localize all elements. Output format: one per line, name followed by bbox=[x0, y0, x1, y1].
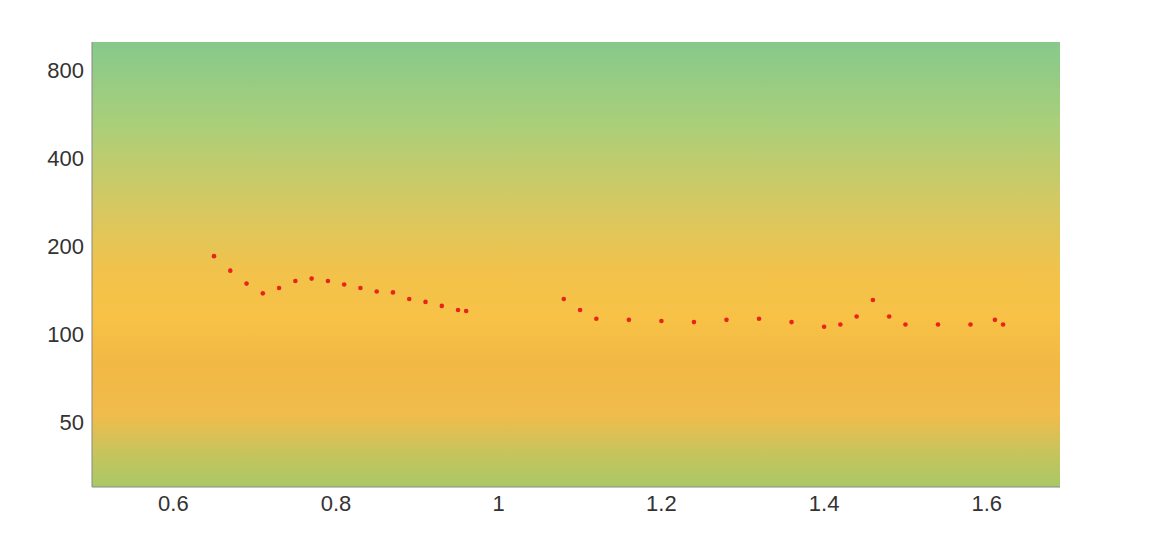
svg-text:1.2: 1.2 bbox=[646, 491, 677, 516]
svg-text:200: 200 bbox=[47, 234, 84, 259]
svg-text:800: 800 bbox=[47, 58, 84, 83]
svg-text:1: 1 bbox=[493, 491, 505, 516]
svg-text:50: 50 bbox=[60, 410, 84, 435]
svg-text:1.4: 1.4 bbox=[809, 491, 840, 516]
svg-text:0.6: 0.6 bbox=[158, 491, 189, 516]
svg-text:0.8: 0.8 bbox=[321, 491, 352, 516]
svg-text:400: 400 bbox=[47, 146, 84, 171]
svg-text:100: 100 bbox=[47, 322, 84, 347]
svg-text:1.6: 1.6 bbox=[971, 491, 1002, 516]
